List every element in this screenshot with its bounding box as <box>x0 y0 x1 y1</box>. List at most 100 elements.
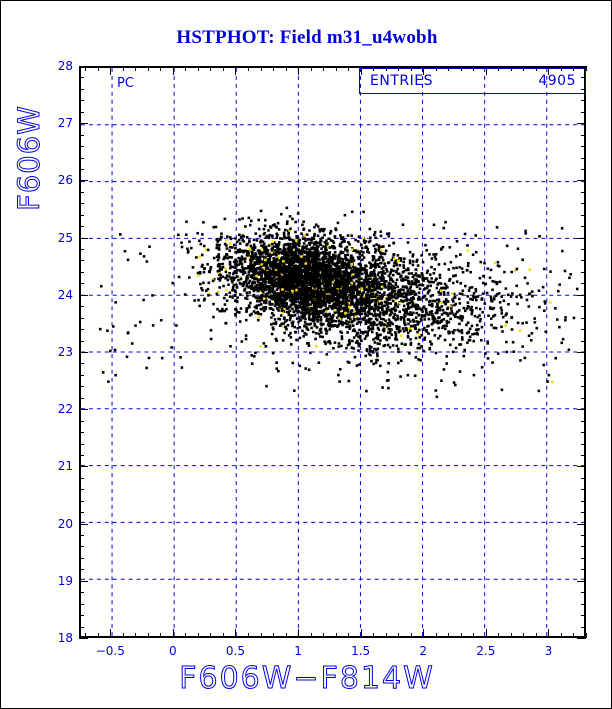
tick-mark <box>110 629 111 638</box>
y-tick-label: 21 <box>57 459 73 474</box>
tick-mark <box>79 238 88 239</box>
tick-mark <box>148 66 149 71</box>
tick-mark <box>448 633 449 638</box>
y-tick-label: 23 <box>57 345 73 359</box>
tick-mark <box>473 633 474 638</box>
tick-mark <box>79 444 84 445</box>
tick-mark <box>361 66 362 75</box>
tick-mark <box>577 180 586 181</box>
tick-mark <box>581 489 586 490</box>
tick-mark <box>286 66 287 71</box>
tick-mark <box>586 66 587 71</box>
tick-mark <box>581 535 586 536</box>
tick-mark <box>79 123 88 124</box>
tick-mark <box>210 633 211 638</box>
tick-mark <box>79 386 84 387</box>
tick-mark <box>79 66 88 67</box>
tick-mark <box>79 546 84 547</box>
tick-mark <box>79 226 84 227</box>
tick-mark <box>173 66 174 75</box>
tick-mark <box>581 283 586 284</box>
tick-mark <box>79 627 84 628</box>
tick-mark <box>581 260 586 261</box>
y-tick-label: 22 <box>57 402 73 417</box>
y-tick-label: 28 <box>57 59 73 73</box>
tick-mark <box>79 501 84 502</box>
tick-mark <box>581 432 586 433</box>
entries-label: ENTRIES <box>370 73 433 89</box>
tick-mark <box>581 386 586 387</box>
tick-mark <box>79 89 84 90</box>
tick-mark <box>311 66 312 71</box>
tick-mark <box>498 633 499 638</box>
tick-mark <box>511 633 512 638</box>
plot-area <box>79 66 586 638</box>
tick-mark <box>581 112 586 113</box>
tick-mark <box>581 169 586 170</box>
y-tick-label: 27 <box>57 116 73 131</box>
tick-mark <box>581 478 586 479</box>
y-tick-label: 24 <box>57 287 73 302</box>
tick-mark <box>79 535 84 536</box>
tick-mark <box>581 77 586 78</box>
tick-mark <box>79 558 84 559</box>
tick-mark <box>79 638 88 639</box>
tick-mark <box>79 592 84 593</box>
tick-mark <box>581 135 586 136</box>
tick-mark <box>79 375 84 376</box>
tick-mark <box>79 318 84 319</box>
tick-mark <box>586 633 587 638</box>
tick-mark <box>581 272 586 273</box>
tick-mark <box>79 478 84 479</box>
tick-mark <box>581 558 586 559</box>
tick-mark <box>581 215 586 216</box>
tick-mark <box>235 66 236 75</box>
tick-mark <box>461 633 462 638</box>
x-tick-label: 0 <box>169 644 177 658</box>
tick-mark <box>336 633 337 638</box>
tick-mark <box>173 629 174 638</box>
tick-mark <box>298 629 299 638</box>
tick-mark <box>79 409 88 410</box>
tick-mark <box>98 633 99 638</box>
tick-mark <box>286 633 287 638</box>
tick-mark <box>79 100 84 101</box>
chip-label: PC <box>117 76 134 91</box>
tick-mark <box>79 341 84 342</box>
x-tick-label: 1.5 <box>351 644 371 658</box>
tick-mark <box>79 455 84 456</box>
tick-mark <box>581 501 586 502</box>
tick-mark <box>577 581 586 582</box>
tick-mark <box>581 192 586 193</box>
tick-mark <box>581 158 586 159</box>
tick-mark <box>160 66 161 71</box>
tick-mark <box>577 466 586 467</box>
tick-mark <box>581 444 586 445</box>
tick-mark <box>210 66 211 71</box>
tick-mark <box>79 352 88 353</box>
page-title: HSTPHOT: Field m31_u4wobh <box>176 27 438 48</box>
tick-mark <box>486 66 487 75</box>
tick-mark <box>548 66 549 75</box>
tick-mark <box>79 363 84 364</box>
tick-mark <box>273 66 274 71</box>
tick-mark <box>581 421 586 422</box>
tick-mark <box>79 615 84 616</box>
tick-mark <box>577 295 586 296</box>
tick-mark <box>581 512 586 513</box>
x-tick-label: 0.5 <box>225 644 246 658</box>
tick-mark <box>85 633 86 638</box>
tick-mark <box>577 409 586 410</box>
y-tick-label: 26 <box>57 173 73 188</box>
tick-mark <box>79 466 88 467</box>
tick-mark <box>423 629 424 638</box>
tick-mark <box>577 524 586 525</box>
tick-mark <box>198 66 199 71</box>
tick-mark <box>581 318 586 319</box>
tick-mark <box>223 66 224 71</box>
tick-mark <box>79 112 84 113</box>
x-tick-label: −0.5 <box>95 644 125 658</box>
tick-mark <box>581 306 586 307</box>
tick-mark <box>361 629 362 638</box>
